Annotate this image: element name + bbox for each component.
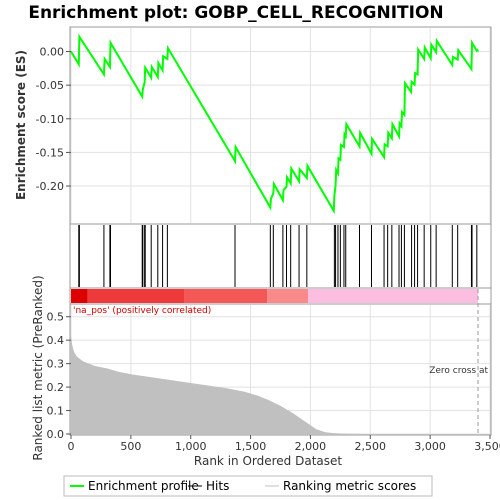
legend-box	[63, 475, 433, 497]
ranking-bar-segment	[267, 289, 309, 303]
hit-markers	[78, 225, 478, 287]
es-y-tick-label: -0.15	[36, 146, 64, 159]
ranking-bar-segment	[308, 289, 479, 303]
es-axis-label: Enrichment score (ES)	[14, 50, 28, 200]
x-tick-label: 2,000	[295, 440, 327, 453]
ranking-bar-segment	[478, 289, 490, 303]
metric-axis-label: Ranked list metric (PreRanked)	[31, 275, 45, 460]
enrichment-profile-series	[70, 33, 479, 215]
metric-area-fill	[71, 335, 479, 434]
zero-cross-label: Zero cross at	[429, 366, 488, 376]
x-tick-label: 0	[68, 440, 75, 453]
ranking-color-bar	[71, 289, 490, 303]
ranking-bar-segment	[87, 289, 185, 303]
metric-y-tick-label: 0.1	[47, 405, 65, 418]
metric-y-tick-label: 0.5	[47, 311, 65, 324]
axis-ticks: 0.00 -0.05 -0.10 -0.15 -0.20 0.0 0.1 0.2 0.3 0.4 0…	[36, 46, 500, 453]
metric-y-tick-label: 0.0	[47, 428, 65, 441]
enrichment-profile-line	[70, 33, 479, 215]
es-y-tick-label: 0.00	[40, 46, 65, 59]
x-tick-label: 3,500	[474, 440, 500, 453]
legend-label: Ranking metric scores	[283, 479, 416, 493]
legend-label: Enrichment profile	[88, 479, 199, 493]
metric-y-tick-label: 0.4	[47, 334, 65, 347]
x-tick-label: 500	[120, 440, 141, 453]
legend: Enrichment profile Hits Ranking metric sco…	[70, 479, 416, 493]
ranking-bar-segment	[184, 289, 268, 303]
x-tick-label: 1,000	[175, 440, 207, 453]
x-tick-label: 3,000	[414, 440, 446, 453]
es-panel	[69, 26, 492, 225]
legend-label: Hits	[206, 479, 229, 493]
ranking-metric-area	[71, 335, 479, 434]
es-y-tick-label: -0.05	[36, 79, 64, 92]
es-y-tick-label: -0.20	[36, 180, 64, 193]
metric-y-tick-label: 0.2	[47, 381, 65, 394]
hits-panel	[69, 223, 492, 289]
es-y-tick-label: -0.10	[36, 113, 64, 126]
x-tick-label: 2,500	[355, 440, 387, 453]
ranking-bar-segment	[71, 289, 88, 303]
x-axis-label: Rank in Ordered Dataset	[194, 454, 342, 468]
chart-title: Enrichment plot: GOBP_CELL_RECOGNITION	[28, 3, 443, 23]
x-tick-label: 1,500	[235, 440, 267, 453]
metric-y-tick-label: 0.3	[47, 358, 65, 371]
positive-correlation-label: 'na_pos' (positively correlated)	[73, 306, 211, 316]
